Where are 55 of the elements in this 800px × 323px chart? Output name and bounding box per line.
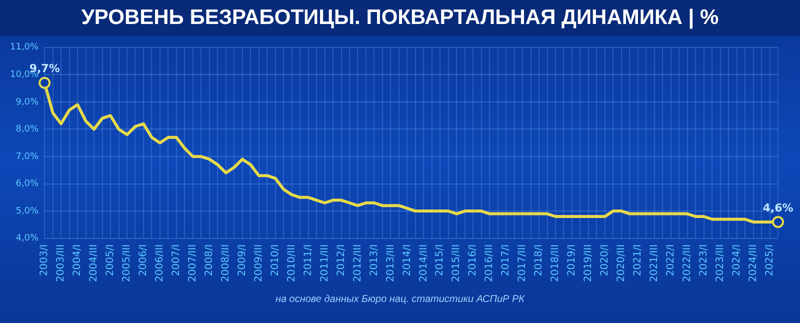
- x-tick-label: 2023/III: [714, 244, 726, 282]
- x-tick-label: 2012/I: [336, 244, 347, 276]
- x-tick-label: 2018/I: [534, 244, 545, 276]
- y-tick-label: 7,0%: [16, 152, 40, 162]
- y-tick-label: 8,0%: [16, 124, 40, 135]
- x-tick-label: 2003/I: [39, 244, 50, 276]
- x-tick-label: 2006/III: [154, 244, 166, 282]
- x-tick-label: 2013/I: [368, 244, 380, 276]
- x-tick-label: 2019/III: [583, 244, 594, 282]
- x-tick-label: 2022/I: [665, 244, 676, 276]
- x-tick-label: 2014/I: [402, 244, 413, 276]
- x-tick-label: 2015/III: [451, 244, 462, 282]
- x-tick-label: 2011/III: [319, 244, 330, 282]
- x-tick-label: 2004/III: [88, 244, 100, 282]
- x-tick-label: 2007/III: [188, 244, 199, 282]
- x-tick-label: 2021/I: [632, 244, 644, 276]
- y-tick-label: 5,0%: [16, 206, 40, 216]
- y-tick-label: 9,0%: [16, 97, 40, 108]
- y-tick-label: 11,0%: [10, 42, 40, 53]
- x-tick-label: 2017/III: [517, 244, 528, 282]
- x-tick-label: 2005/I: [105, 244, 116, 276]
- x-tick-label: 2019/I: [566, 244, 578, 276]
- chart-title: УРОВЕНЬ БЕЗРАБОТИЦЫ. ПОКВАРТАЛЬНАЯ ДИНАМИКА | %: [0, 0, 800, 36]
- x-tick-label: 2018/III: [550, 244, 562, 282]
- data-label: 4,6%: [762, 201, 794, 214]
- y-tick-label: 6,0%: [16, 179, 40, 190]
- x-tick-label: 2023/I: [698, 244, 710, 276]
- x-tick-label: 2008/I: [204, 244, 215, 276]
- y-tick-label: 4,0%: [16, 234, 40, 244]
- x-tick-label: 2013/III: [385, 244, 396, 282]
- x-tick-label: 2014/III: [418, 244, 430, 282]
- x-tick-label: 2015/I: [434, 244, 446, 276]
- x-tick-label: 2003/III: [56, 244, 67, 282]
- x-tick-label: 2005/III: [122, 244, 133, 282]
- x-tick-label: 2016/III: [484, 244, 496, 282]
- x-tick-label: 2011/I: [302, 244, 314, 276]
- x-tick-label: 2022/III: [682, 244, 693, 282]
- x-tick-label: 2024/III: [748, 244, 759, 282]
- x-tick-label: 2010/I: [270, 244, 281, 276]
- text: на основе данных Бюро нац. статистики АСПиР РК: [274, 294, 526, 305]
- x-tick-label: 2006/I: [138, 244, 150, 276]
- x-tick-label: 2016/I: [468, 244, 479, 276]
- x-tick-label: 2007/I: [171, 244, 182, 276]
- x-tick-label: 2009/III: [253, 244, 264, 282]
- x-tick-label: 2012/III: [352, 244, 364, 282]
- x-tick-label: 2009/I: [236, 244, 248, 276]
- x-tick-label: 2020/I: [600, 244, 611, 276]
- x-tick-label: 2025/I: [764, 244, 776, 276]
- x-tick-label: 2020/III: [616, 244, 628, 282]
- x-tick-label: 2004/I: [72, 244, 84, 276]
- x-tick-label: 2024/I: [731, 244, 742, 276]
- x-tick-label: 2021/III: [648, 244, 660, 282]
- x-tick-label: 2010/III: [286, 244, 298, 282]
- x-tick-label: 2017/I: [500, 244, 512, 276]
- x-tick-label: 2008/III: [220, 244, 232, 282]
